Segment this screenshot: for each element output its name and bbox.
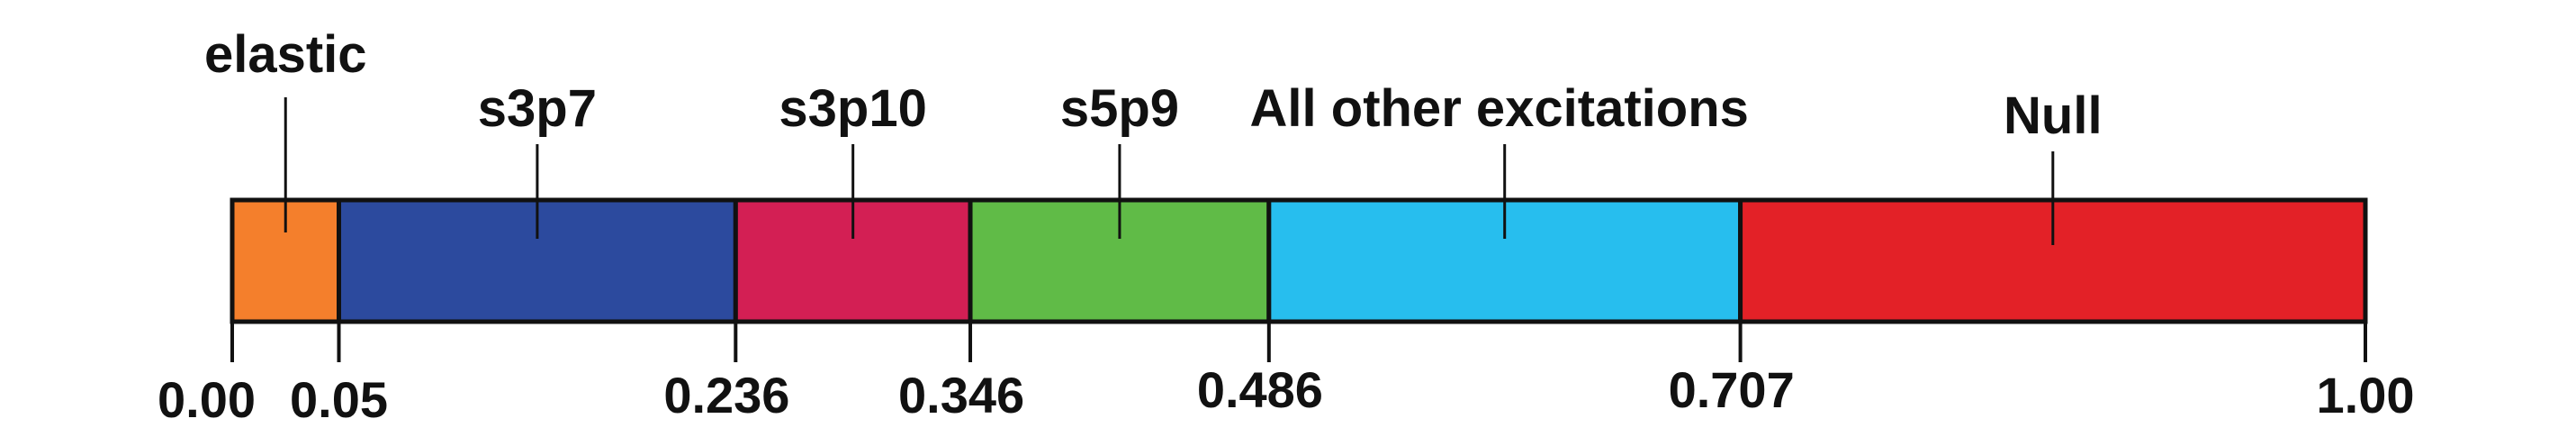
tick-label-0-707: 0.707 <box>1669 361 1795 418</box>
tick-label-0-05: 0.05 <box>290 371 388 428</box>
tick-label-0-236: 0.236 <box>663 367 789 423</box>
segment-labels-group: elastic s3p7 s3p10 s5p9 All other excitation… <box>204 25 2103 145</box>
segment-label-elastic: elastic <box>204 25 367 84</box>
tick-label-1-00: 1.00 <box>2317 367 2415 423</box>
tick-label-0-00: 0.00 <box>158 371 256 428</box>
tick-label-0-346: 0.346 <box>898 367 1024 423</box>
tick-label-0-486: 0.486 <box>1197 361 1323 418</box>
segment-label-s5p9: s5p9 <box>1060 79 1179 138</box>
segment-label-all-other-excitations: All other excitations <box>1250 79 1749 138</box>
ticks-group <box>230 322 2367 362</box>
segment-label-null: Null <box>2004 86 2103 145</box>
segment-all-other-excitations <box>1266 197 1743 324</box>
segments-group <box>230 197 2368 324</box>
segment-label-s3p10: s3p10 <box>779 79 926 138</box>
pointer-lines-group <box>284 97 2055 245</box>
segment-label-s3p7: s3p7 <box>478 79 597 138</box>
tick-labels-group: 0.00 0.05 0.236 0.346 0.486 0.707 1.00 <box>158 361 2415 428</box>
